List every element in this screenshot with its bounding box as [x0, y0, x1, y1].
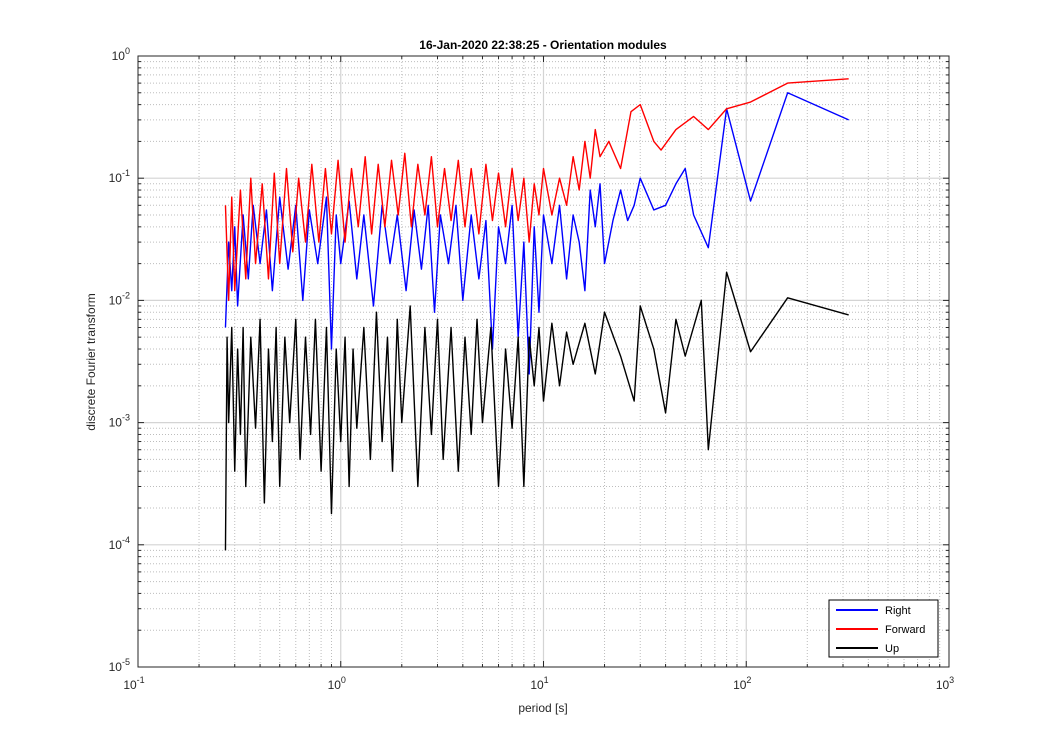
legend-label-forward: Forward — [885, 624, 925, 636]
legend-label-up: Up — [885, 643, 899, 655]
y-tick-label: 10-1 — [109, 168, 130, 185]
y-tick-label: 100 — [112, 46, 130, 63]
legend-entry-up: Up — [836, 643, 899, 655]
series-line-right — [224, 92, 849, 375]
y-tick-label: 10-3 — [109, 413, 130, 430]
axis-ticks — [137, 55, 950, 668]
y-tick-label: 10-2 — [109, 290, 130, 307]
y-axis-label: discrete Fourier transform — [84, 293, 98, 430]
legend-label-right: Right — [885, 605, 911, 617]
x-tick-label: 103 — [936, 675, 954, 692]
x-axis-label: period [s] — [518, 701, 567, 715]
legend-entry-right: Right — [836, 605, 911, 617]
x-tick-labels: 10-1 100 101 102 103 — [123, 675, 954, 692]
series-line-forward — [224, 78, 849, 302]
y-tick-labels: 10-5 10-4 10-3 10-2 10-1 100 — [109, 46, 130, 674]
series-line-up — [224, 271, 849, 551]
legend: Right Forward Up — [828, 599, 939, 658]
x-tick-label: 100 — [328, 675, 346, 692]
chart-title: 16-Jan-2020 22:38:25 - Orientation modul… — [419, 38, 667, 52]
x-tick-label: 101 — [530, 675, 548, 692]
x-tick-label: 10-1 — [123, 675, 144, 692]
legend-entry-forward: Forward — [836, 624, 925, 636]
major-grid — [138, 56, 949, 667]
y-tick-label: 10-5 — [109, 657, 130, 674]
y-tick-label: 10-4 — [109, 535, 130, 552]
series-layer — [224, 78, 849, 551]
x-tick-label: 102 — [733, 675, 751, 692]
